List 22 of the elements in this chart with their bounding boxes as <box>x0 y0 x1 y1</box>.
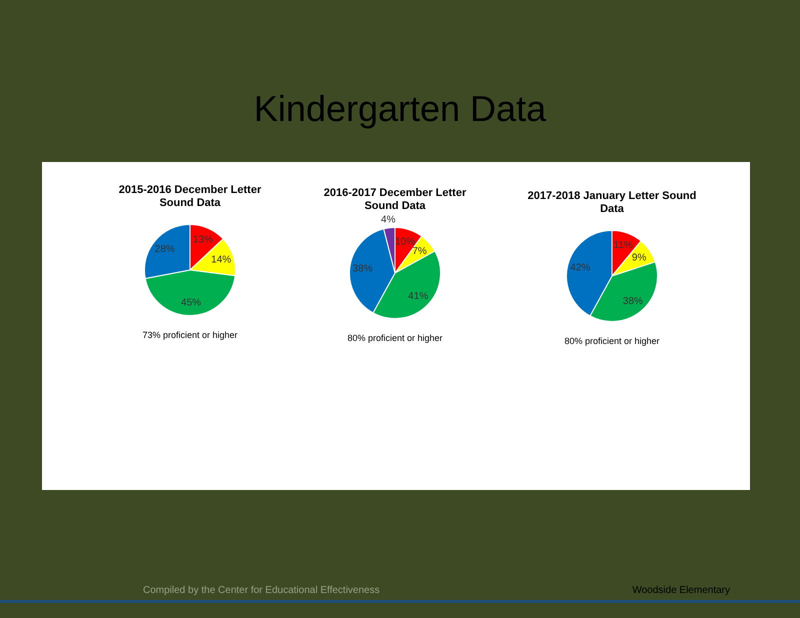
data-label: 4% <box>381 214 396 226</box>
text: Kindergarten Data <box>252 88 548 130</box>
data-label: 41% <box>408 290 428 302</box>
text: 80% proficient or higher <box>563 336 661 346</box>
data-label: 11% <box>613 240 633 251</box>
text: Woodside Elementary <box>632 585 730 596</box>
data-label: 9% <box>632 252 646 264</box>
chart-title: 2015-2016 December Letter Sound Data <box>118 184 262 210</box>
data-label: 45% <box>181 297 202 308</box>
data-label: 28% <box>154 244 175 255</box>
text: Compiled by the Center for Educational Effectiveness <box>143 585 380 596</box>
data-label: 38% <box>622 296 643 307</box>
data-label: 10% <box>395 236 416 248</box>
chart-title: 2017-2018 January Letter Sound Data <box>527 190 697 216</box>
text: 73% proficient or higher <box>141 330 239 340</box>
text: 80% proficient or higher <box>346 333 444 343</box>
data-label: 7% <box>412 246 427 258</box>
data-label: 42% <box>570 262 590 274</box>
data-label: 13% <box>193 234 214 246</box>
data-label: 14% <box>211 254 232 266</box>
data-label: 38% <box>352 264 373 275</box>
chart-title: 2016-2017 December Letter Sound Data <box>322 187 468 213</box>
